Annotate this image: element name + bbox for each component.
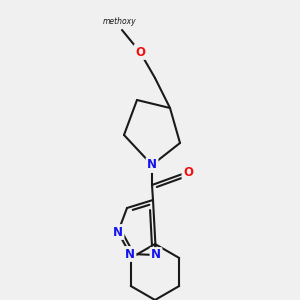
Text: O: O [183,166,193,178]
Text: O: O [135,46,145,59]
Text: N: N [151,248,161,262]
Text: N: N [125,248,135,260]
Text: N: N [147,158,157,172]
Text: N: N [113,226,123,238]
Text: methoxy: methoxy [103,17,137,26]
